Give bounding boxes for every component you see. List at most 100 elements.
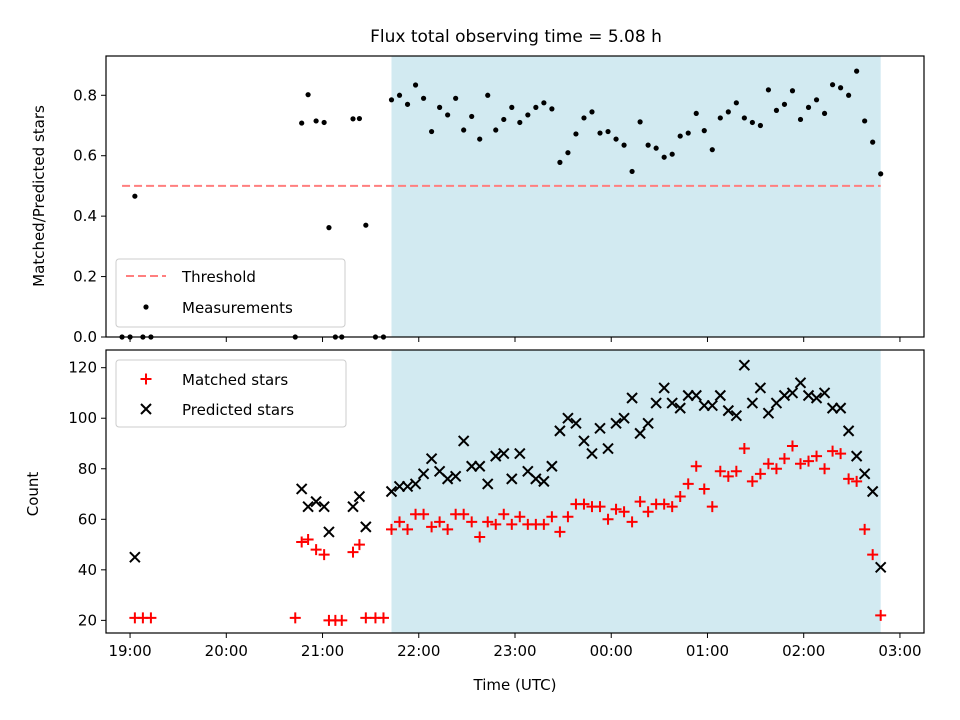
matched-star-point — [746, 475, 758, 487]
measurement-point — [765, 87, 772, 93]
predicted-star-point — [353, 490, 366, 503]
predicted-star-point — [690, 389, 702, 402]
predicted-star-point — [318, 500, 330, 513]
measurement-point — [501, 116, 507, 123]
measurement-point — [437, 104, 443, 110]
observing-window-shade — [391, 56, 881, 337]
bottom-y-axis-label: Count — [24, 472, 42, 517]
predicted-star-point — [834, 402, 847, 414]
x-tick-label: 20:00 — [205, 642, 248, 660]
measurement-point — [669, 151, 675, 157]
predicted-star-point — [570, 417, 582, 429]
measurement-point — [461, 127, 467, 133]
measurement-point — [299, 120, 305, 126]
x-axis-label: Time (UTC) — [473, 676, 557, 694]
matched-star-point — [827, 445, 839, 457]
predicted-star-point — [658, 382, 670, 394]
measurement-point — [773, 107, 780, 113]
matched-star-point — [610, 503, 622, 515]
legend-measurements-swatch — [143, 304, 149, 310]
y-tick-label: 80 — [78, 460, 97, 478]
predicted-star-point — [490, 450, 502, 462]
matched-star-point — [145, 612, 157, 624]
predicted-star-point — [730, 409, 743, 422]
measurement-point — [549, 106, 555, 112]
predicted-star-point — [594, 422, 606, 435]
measurement-point — [396, 92, 403, 98]
y-tick-label: 40 — [78, 561, 97, 579]
predicted-star-point — [360, 521, 372, 533]
predicted-star-point — [302, 500, 314, 513]
matched-star-point — [859, 523, 871, 535]
measurement-point — [613, 136, 619, 142]
predicted-star-point — [786, 387, 799, 399]
measurement-point — [821, 110, 828, 117]
measurement-point — [717, 115, 723, 121]
measurement-point — [573, 131, 579, 137]
measurement-point — [749, 119, 755, 126]
predicted-star-point — [706, 399, 718, 412]
predicted-star-point — [538, 475, 550, 488]
measurement-point — [428, 128, 435, 135]
predicted-star-point — [850, 450, 863, 462]
matched-star-point — [803, 455, 815, 467]
predicted-star-point — [858, 468, 871, 480]
measurement-point — [645, 142, 651, 148]
y-tick-label: 0.0 — [73, 328, 97, 346]
matched-star-point — [490, 518, 502, 530]
matched-star-point — [658, 498, 670, 510]
matched-star-point — [851, 475, 863, 487]
predicted-star-point — [425, 452, 438, 465]
measurement-point — [781, 101, 788, 107]
predicted-star-point — [650, 397, 662, 409]
predicted-star-point — [514, 447, 526, 460]
y-tick-label: 0.6 — [73, 147, 97, 165]
top-plot-area: 0.0 0.2 0.4 0.6 0.8 Threshold Measurements — [73, 55, 925, 346]
measurement-point — [565, 150, 571, 156]
x-tick-label: 21:00 — [301, 642, 344, 660]
matched-star-point — [289, 612, 301, 624]
matched-star-point — [666, 501, 678, 513]
measurement-point — [829, 82, 836, 88]
measurement-point — [789, 88, 796, 94]
measurement-point — [305, 92, 311, 98]
measurement-point — [132, 193, 138, 199]
matched-star-point — [674, 491, 686, 503]
predicted-star-point — [842, 425, 855, 437]
matched-star-point — [835, 448, 847, 460]
matched-star-point — [754, 468, 766, 480]
matched-star-point — [594, 501, 606, 513]
matched-star-point — [426, 521, 438, 533]
matched-star-point — [819, 463, 831, 475]
matched-star-point — [786, 440, 798, 452]
measurement-point — [805, 104, 812, 110]
predicted-star-point — [626, 392, 638, 404]
measurement-point — [557, 159, 563, 165]
predicted-star-point — [618, 412, 630, 424]
observing-window-shade — [391, 350, 881, 633]
predicted-star-point — [778, 389, 791, 402]
measurement-point — [629, 168, 635, 175]
measurement-point — [741, 115, 747, 121]
matched-star-point — [347, 546, 359, 558]
top-legend — [115, 258, 346, 328]
matched-star-point — [690, 460, 702, 472]
measurement-point — [837, 85, 844, 91]
measurement-point — [661, 154, 667, 160]
measurement-point — [621, 142, 627, 148]
matched-star-point — [714, 465, 726, 477]
matched-star-point — [458, 508, 470, 520]
predicted-star-point — [578, 435, 590, 447]
measurement-point — [637, 119, 643, 125]
matched-star-point — [706, 501, 718, 513]
matched-star-point — [442, 523, 454, 535]
matched-star-point — [554, 526, 566, 538]
measurement-point — [356, 115, 363, 122]
matched-star-point — [578, 498, 590, 510]
matched-star-point — [778, 453, 790, 465]
measurement-point — [846, 92, 852, 98]
predicted-star-point — [746, 397, 759, 409]
legend-matched-swatch — [140, 373, 152, 385]
measurement-point — [597, 130, 603, 136]
matched-star-point — [770, 463, 782, 475]
